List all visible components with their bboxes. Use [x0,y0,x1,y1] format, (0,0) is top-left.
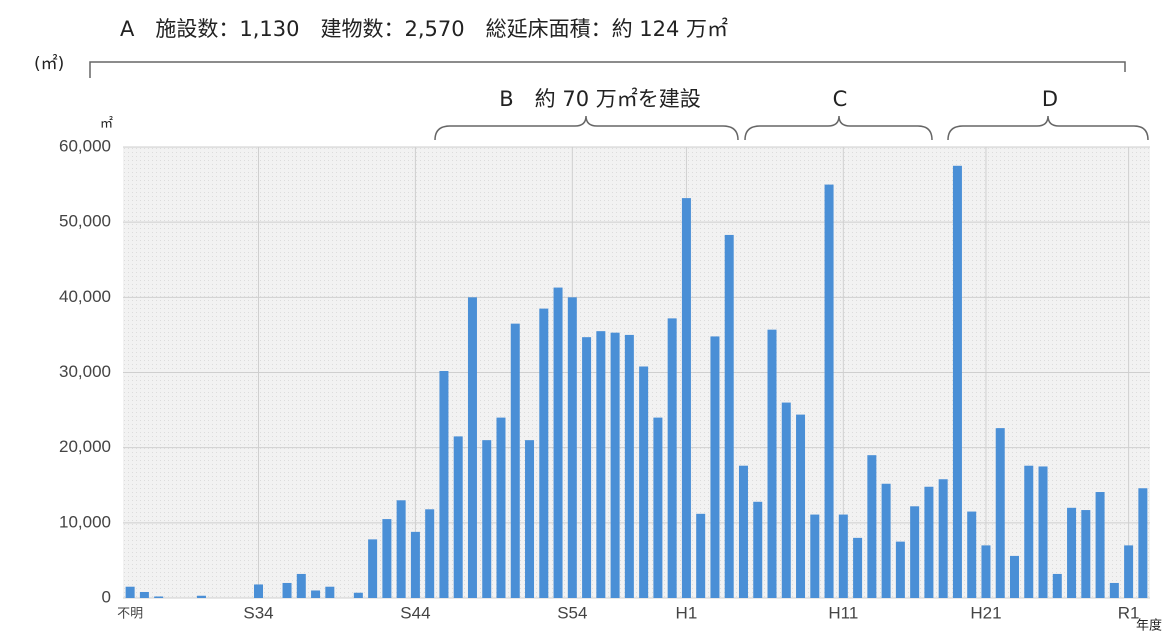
bar [139,591,149,598]
bar [154,596,164,598]
bar [125,586,135,598]
y-tick-label: 10,000 [59,512,111,531]
bar [382,519,392,598]
bar [767,329,777,598]
y-unit-top: (㎡) [34,54,64,74]
bar [525,440,535,598]
bar [681,198,691,598]
y-tick-label: 0 [102,587,111,606]
bar [653,417,663,598]
bar [282,582,292,598]
bar [368,539,378,598]
bar [1124,545,1134,598]
brace-b [434,115,739,141]
bar [596,331,606,598]
bar [995,428,1005,598]
bar [624,334,634,598]
chart-title: A 施設数：1,130 建物数：2,570 総延床面積：約 124 万㎡ [120,17,728,41]
y-tick-label: 50,000 [59,212,111,231]
bar [796,414,806,598]
bar [952,165,962,598]
bracket-a [89,61,1126,78]
bar [938,479,948,598]
brace-d [947,115,1149,141]
bar [710,336,720,598]
annotation: C [833,87,848,111]
annotation: D [1042,87,1058,111]
bar [910,506,920,598]
y-tick-label: 40,000 [59,287,111,306]
y-tick-label: 60,000 [59,136,111,155]
bar [453,436,463,598]
x-tick-label: S44 [400,603,430,622]
bar [510,323,520,598]
bar [753,501,763,598]
bar [881,483,891,598]
y-tick-label: 30,000 [59,362,111,381]
bar [895,541,905,598]
bar [1052,573,1062,598]
bar [567,297,577,598]
x-tick-label: H21 [970,603,1001,622]
bar [981,545,991,598]
bar [738,465,748,598]
bar [1095,492,1105,598]
bar [610,332,620,598]
bar [924,486,934,598]
bar [810,514,820,598]
bar [1109,582,1119,598]
bar [1067,507,1077,598]
bar [824,184,834,599]
x-tick-label: H1 [676,603,698,622]
bar [467,297,477,598]
x-unit: 年度 [1136,618,1162,634]
x-tick-label: S34 [243,603,273,622]
bar [311,590,321,598]
bar [639,366,649,598]
x-tick-label: R1 [1118,603,1140,622]
bar [439,370,449,598]
y-unit: ㎡ [100,117,113,132]
bar [196,595,206,598]
bar [582,337,592,598]
brace-c [744,115,933,141]
x-tick-label: S54 [557,603,587,622]
bar [254,584,264,598]
bar [539,308,549,598]
bar [425,509,435,598]
annotation: B 約 70 万㎡を建設 [499,87,700,111]
bar [724,234,734,598]
bar [396,500,406,598]
y-tick-label: 20,000 [59,437,111,456]
bar [967,511,977,598]
bar [482,440,492,598]
bar [1009,555,1019,598]
bar [781,402,791,598]
bar [353,592,363,598]
bar [1138,488,1148,598]
bar [1081,510,1091,598]
x-tick-label: H11 [828,603,858,622]
bar [838,514,848,598]
bar [496,417,506,598]
bar [1038,466,1048,598]
bar [410,531,420,598]
bar [296,573,306,598]
bar [867,455,877,598]
bar [853,537,863,598]
bar [325,586,335,598]
bar [553,287,563,598]
x-tick-label: 不明 [117,605,143,620]
bar [1024,465,1034,598]
bar [667,318,677,598]
bar [696,513,706,598]
